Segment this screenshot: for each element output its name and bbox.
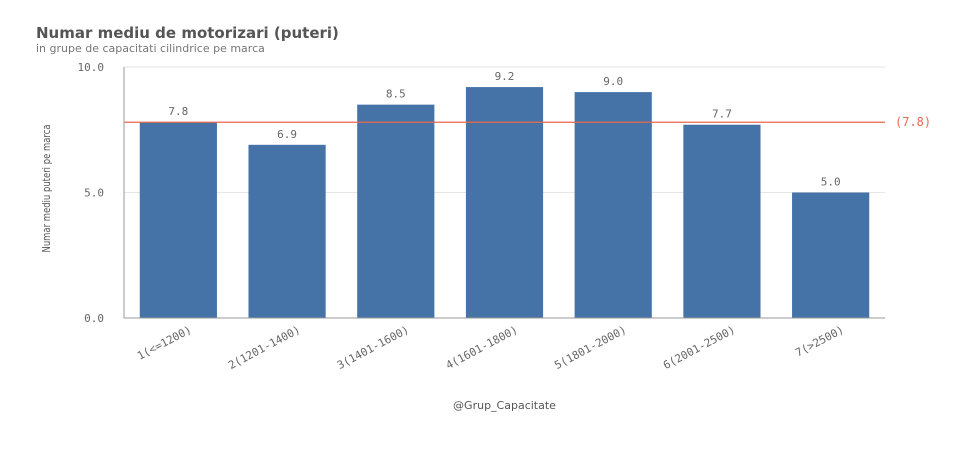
bar-value-label: 7.8 bbox=[168, 105, 188, 118]
x-tick-label: 4(1601-1800) bbox=[444, 323, 520, 372]
x-tick-label: 2(1201-1400) bbox=[226, 323, 302, 372]
bar-value-label: 8.5 bbox=[386, 88, 406, 101]
bar[interactable] bbox=[248, 144, 326, 318]
bar-value-label: 9.0 bbox=[603, 75, 623, 88]
x-tick-label: 7(>2500) bbox=[793, 323, 846, 359]
y-axis-title: Numar mediu puteri pe marca bbox=[40, 125, 53, 253]
bar[interactable] bbox=[574, 92, 652, 318]
x-axis-title: @Grup_Capacitate bbox=[453, 399, 556, 412]
bar[interactable] bbox=[357, 104, 435, 319]
axes bbox=[123, 67, 885, 319]
bar-value-label: 9.2 bbox=[495, 70, 515, 83]
x-tick-label: 1(<=1200) bbox=[135, 323, 194, 362]
bars bbox=[139, 87, 870, 319]
x-tick-label: 6(2001-2500) bbox=[661, 323, 737, 372]
y-tick-label: 10.0 bbox=[78, 61, 105, 74]
chart-title: Numar mediu de motorizari (puteri) bbox=[36, 24, 339, 42]
bar[interactable] bbox=[139, 122, 217, 318]
bar-value-label: 5.0 bbox=[821, 176, 841, 189]
x-tick-label: 5(1801-2000) bbox=[552, 323, 628, 372]
reference-line-group: (7.8) bbox=[124, 115, 931, 129]
reference-line-label: (7.8) bbox=[895, 115, 931, 129]
y-tick-label: 0.0 bbox=[84, 312, 104, 325]
bar-value-label: 6.9 bbox=[277, 128, 297, 141]
bar[interactable] bbox=[465, 87, 544, 318]
bar-value-label: 7.7 bbox=[712, 108, 732, 121]
y-tick-label: 5.0 bbox=[84, 187, 104, 200]
bar[interactable] bbox=[683, 124, 761, 318]
bar[interactable] bbox=[792, 192, 870, 319]
x-tick-label: 3(1401-1600) bbox=[335, 323, 411, 372]
chart-subtitle: in grupe de capacitati cilindrice pe mar… bbox=[36, 42, 265, 55]
